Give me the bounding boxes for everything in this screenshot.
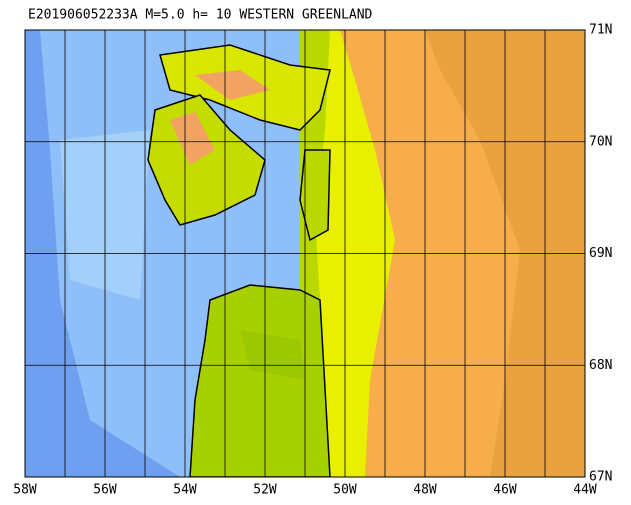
x-tick-label: 52W xyxy=(253,483,277,498)
x-tick-label: 44W xyxy=(573,483,597,498)
x-tick-label: 58W xyxy=(13,483,37,498)
y-tick-label: 70N xyxy=(589,134,612,149)
x-tick-label: 54W xyxy=(173,483,197,498)
y-tick-label: 71N xyxy=(589,23,612,38)
x-tick-label: 56W xyxy=(93,483,117,498)
x-tick-label: 50W xyxy=(333,483,357,498)
title: E201906052233A M=5.0 h= 10 WESTERN GREEN… xyxy=(28,8,373,23)
x-tick-label: 48W xyxy=(413,483,437,498)
y-tick-label: 67N xyxy=(589,470,612,485)
x-tick-label: 46W xyxy=(493,483,517,498)
y-tick-label: 68N xyxy=(589,358,612,373)
y-tick-label: 69N xyxy=(589,246,612,261)
